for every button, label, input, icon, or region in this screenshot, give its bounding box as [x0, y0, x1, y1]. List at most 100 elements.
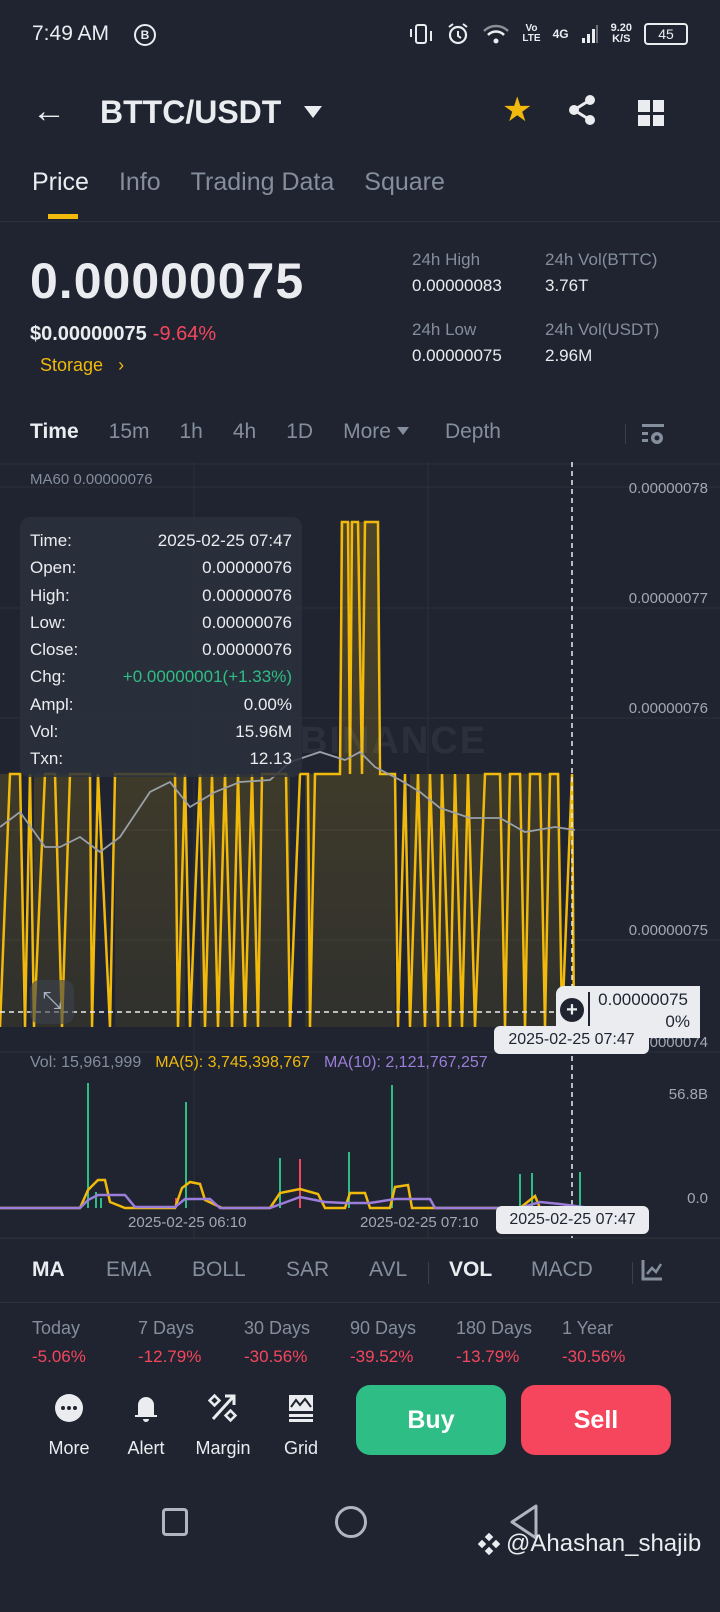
caret-down-icon — [396, 427, 409, 435]
volte-label: Vo LTE — [522, 23, 541, 44]
recents-icon[interactable] — [162, 1508, 188, 1536]
more-icon — [55, 1394, 83, 1422]
perf-30d: 30 Days -30.56% — [244, 1318, 311, 1366]
usd-price: $0.00000075 — [30, 323, 147, 345]
favorite-star-icon[interactable]: ★ — [502, 91, 533, 129]
x-axis-label: 2025-02-25 06:10 — [128, 1214, 247, 1231]
interval-4h[interactable]: 4h — [232, 420, 257, 443]
price-chart[interactable]: MA60 0.00000076 0.00000078 0.00000077 0.… — [0, 462, 720, 1242]
status-bar: 7:49 AM B Vo LTE 4G 9.20 K/S 45 — [0, 0, 720, 72]
indicator-ma[interactable]: MA — [32, 1258, 65, 1281]
tooltip-row-amplitude: Ampl: 0.00% — [30, 694, 292, 714]
stat-24h-vol-base: 24h Vol(BTTC) 3.76T — [545, 250, 658, 295]
action-bar: More Alert Margin Grid Buy Sell — [0, 1385, 720, 1475]
main-tabs: Price Info Trading Data Square — [32, 168, 445, 219]
x-axis-label: 2025-02-25 07:10 — [360, 1214, 479, 1231]
interval-15m[interactable]: 15m — [108, 420, 150, 443]
crosshair-price: 0.00000075 — [598, 990, 688, 1009]
ma5-value: MA(5): 3,745,398,767 — [155, 1054, 310, 1071]
perf-today: Today -5.06% — [32, 1318, 86, 1366]
crosshair-x-tag: 2025-02-25 07:47 — [496, 1206, 649, 1234]
interval-1h[interactable]: 1h — [179, 420, 203, 443]
perf-180d: 180 Days -13.79% — [456, 1318, 533, 1366]
divider — [632, 1262, 633, 1284]
tab-square[interactable]: Square — [364, 168, 445, 196]
chevron-right-icon: › — [118, 355, 125, 375]
interval-more[interactable]: More — [343, 420, 409, 444]
signal-icon — [581, 25, 598, 43]
net-speed: 9.20 K/S — [610, 22, 632, 45]
y-axis-label: 0.00000076 — [628, 700, 708, 717]
back-arrow-icon[interactable]: ← — [32, 92, 66, 130]
share-icon[interactable] — [566, 94, 598, 126]
indicator-macd[interactable]: MACD — [531, 1258, 593, 1281]
chart-type-icon[interactable] — [640, 1258, 664, 1282]
layout-grid-icon[interactable] — [638, 100, 664, 126]
stat-24h-vol-quote: 24h Vol(USDT) 2.96M — [545, 320, 660, 365]
network-label: 4G — [552, 27, 569, 41]
divider — [428, 1262, 429, 1284]
storage-label: Storage — [40, 355, 104, 375]
interval-1d[interactable]: 1D — [286, 420, 314, 443]
vibrate-icon — [410, 24, 433, 44]
volume-legend: Vol: 15,961,999 MA(5): 3,745,398,767 MA(… — [30, 1054, 488, 1072]
pair-title[interactable]: BTTC/USDT — [100, 94, 282, 130]
tooltip-row-time: Time: 2025-02-25 07:47 — [30, 531, 292, 550]
back-triangle-icon[interactable] — [508, 1504, 540, 1540]
tab-info[interactable]: Info — [118, 168, 161, 196]
y-axis-label: 0.00000075 — [628, 922, 708, 939]
add-order-plus-icon[interactable]: + — [560, 998, 584, 1022]
header: ← BTTC/USDT ★ — [0, 80, 720, 150]
indicator-bar: MA EMA BOLL SAR AVL VOL MACD — [32, 1258, 593, 1282]
interval-bar: Time 15m 1h 4h 1D More Depth — [30, 420, 531, 444]
interval-depth[interactable]: Depth — [444, 420, 501, 443]
more-button[interactable]: More — [34, 1391, 104, 1459]
home-icon[interactable] — [335, 1506, 367, 1538]
indicator-vol[interactable]: VOL — [449, 1258, 493, 1281]
stat-24h-high: 24h High 0.00000083 — [412, 250, 502, 295]
usd-price-row: $0.00000075 -9.64% — [30, 323, 216, 346]
fullscreen-expand-icon[interactable]: ⤡ — [30, 980, 74, 1024]
storage-tag[interactable]: Storage › — [40, 355, 124, 376]
tabs-divider — [0, 221, 720, 222]
user-watermark: @Ahashan_shajib — [478, 1530, 701, 1558]
margin-icon — [207, 1393, 238, 1423]
last-price: 0.00000075 — [30, 253, 305, 309]
indicator-boll[interactable]: BOLL — [192, 1258, 246, 1281]
stat-24h-low: 24h Low 0.00000075 — [412, 320, 502, 365]
android-nav-bar: @Ahashan_shajib — [0, 1500, 720, 1612]
divider — [625, 424, 626, 444]
buy-button[interactable]: Buy — [356, 1385, 506, 1455]
sell-button[interactable]: Sell — [521, 1385, 671, 1455]
tooltip-row-close: Close: 0.00000076 — [30, 640, 292, 660]
alert-button[interactable]: Alert — [111, 1391, 181, 1459]
indicator-sar[interactable]: SAR — [286, 1258, 330, 1281]
volume-axis-label: 0.0 — [687, 1190, 708, 1207]
crosshair-time-tag: 2025-02-25 07:47 — [494, 1026, 649, 1054]
ma60-label: MA60 0.00000076 — [30, 471, 153, 488]
margin-button[interactable]: Margin — [188, 1391, 258, 1459]
tooltip-row-change: Chg: +0.00000001(+1.33%) — [30, 667, 292, 687]
battery-icon: 45 — [644, 23, 688, 45]
y-axis-label: 0.00000077 — [628, 590, 708, 607]
grid-bot-icon — [289, 1395, 313, 1422]
tab-trading-data[interactable]: Trading Data — [190, 168, 335, 196]
volume-axis-label: 56.8B — [668, 1086, 708, 1103]
ma10-value: MA(10): 2,121,767,257 — [323, 1054, 488, 1071]
tab-price[interactable]: Price — [32, 168, 89, 219]
wifi-icon — [483, 24, 510, 44]
status-time: 7:49 AM — [32, 22, 110, 45]
volume-value: Vol: 15,961,999 — [30, 1054, 142, 1071]
indicator-avl[interactable]: AVL — [369, 1258, 408, 1281]
interval-time[interactable]: Time — [30, 420, 79, 443]
indicator-ema[interactable]: EMA — [106, 1258, 152, 1281]
grid-button[interactable]: Grid — [266, 1391, 336, 1459]
alarm-icon — [448, 23, 469, 45]
ohlc-tooltip: Time: 2025-02-25 07:47 Open: 0.00000076 Hi… — [20, 517, 302, 777]
perf-90d: 90 Days -39.52% — [350, 1318, 417, 1366]
bell-icon — [135, 1397, 157, 1422]
change-percent: -9.64% — [152, 323, 217, 345]
pair-dropdown-icon[interactable] — [304, 106, 322, 118]
divider — [0, 1302, 720, 1303]
chart-settings-icon[interactable] — [640, 423, 666, 447]
